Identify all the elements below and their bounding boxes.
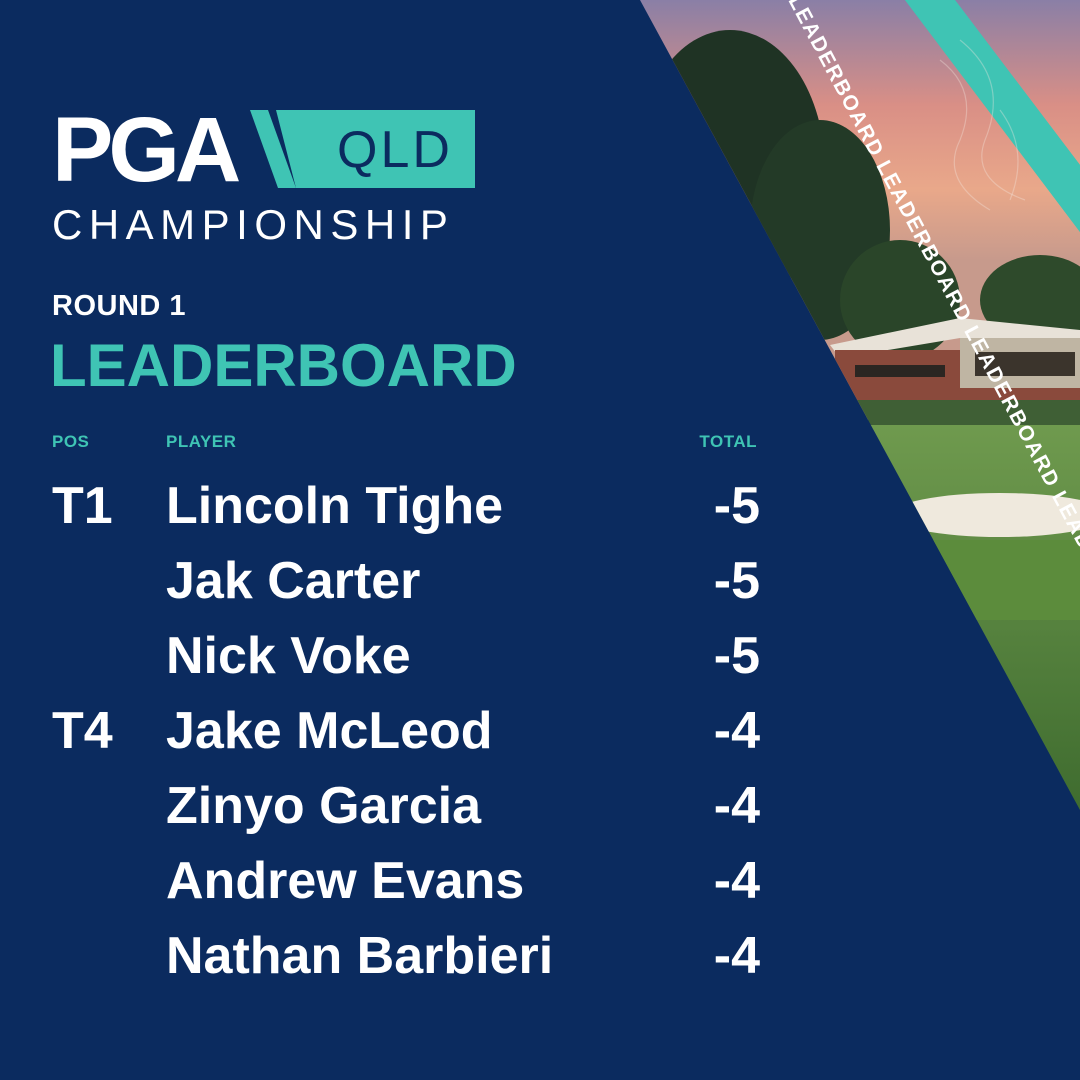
leaderboard-row: T4 Jake McLeod -4 [0,694,780,768]
row-player: Nathan Barbieri [166,927,554,985]
row-total: -5 [713,552,760,610]
row-player: Jak Carter [166,552,421,610]
row-total: -4 [713,852,760,910]
leaderboard-title: LEADERBOARD [50,332,517,399]
logo-qld-text: QLD [337,121,453,179]
logo-championship-text: CHAMPIONSHIP [52,201,455,248]
row-total: -5 [713,477,760,535]
row-player: Nick Voke [166,627,411,685]
row-position: T4 [52,702,113,760]
row-total: -4 [713,777,760,835]
leaderboard-row: T1 Lincoln Tighe -5 [0,469,780,543]
leaderboard-row: Nathan Barbieri -4 [0,919,780,993]
leaderboard-row: Andrew Evans -4 [0,844,780,918]
column-header-pos: POS [52,432,90,451]
leaderboard-row: Nick Voke -5 [0,619,780,693]
row-player: Jake McLeod [166,702,493,760]
round-label: ROUND 1 [52,290,187,322]
row-player: Zinyo Garcia [166,777,481,835]
row-player: Lincoln Tighe [166,477,504,535]
column-header-total: TOTAL [699,432,757,451]
logo-qld-badge [250,110,475,188]
leaderboard-row: Zinyo Garcia -4 [0,769,780,843]
navy-band [905,0,1080,232]
row-position: T1 [52,477,113,535]
column-header-player: PLAYER [166,432,237,451]
logo-pga-text: PGA [52,99,241,201]
leaderboard-row: Jak Carter -5 [0,544,780,618]
row-total: -4 [713,927,760,985]
row-total: -5 [713,627,760,685]
row-player: Andrew Evans [166,852,525,910]
row-total: -4 [713,702,760,760]
